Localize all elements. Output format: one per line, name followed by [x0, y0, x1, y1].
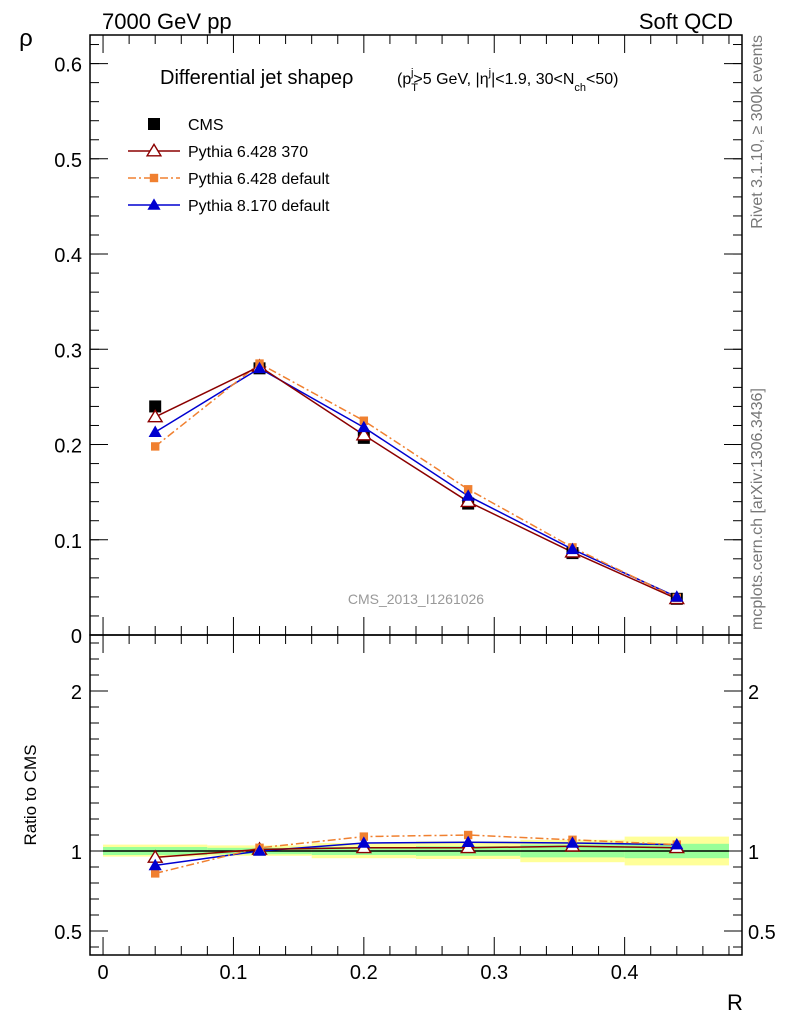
ratio-data-point: [463, 830, 473, 840]
ratio-y-tick-label-right: 1: [748, 842, 759, 864]
main-data-point: [460, 493, 477, 508]
legend-label: Pythia 6.428 default: [188, 171, 330, 188]
side-label-rivet: Rivet 3.1.10, ≥ 300k events: [749, 35, 766, 229]
ratio-data-point: [565, 836, 580, 848]
analysis-watermark: CMS_2013_I1261026: [348, 591, 484, 607]
main-data-point: [461, 489, 475, 501]
main-data-point: [149, 400, 162, 413]
ratio-ticks: 0.5 0.5 1 1 2 2 0 0.1 0.2 0.3 0.4: [54, 635, 776, 984]
ratio-series-line: [155, 845, 677, 859]
main-y-tick-label: 0.1: [54, 531, 82, 553]
ratio-y-axis-label: Ratio to CMS: [21, 744, 40, 845]
main-data-point: [359, 416, 369, 425]
ratio-y-tick-label-right: 2: [748, 682, 759, 704]
ratio-data-point: [357, 836, 371, 848]
x-tick-label: 0.3: [480, 962, 508, 984]
ratio-series-line: [155, 841, 677, 867]
chart-title-main: Differential jet shapeρ: [160, 67, 353, 89]
legend-marker: [149, 173, 159, 183]
main-panel: 0 0.1 0.2 0.3 0.4 0.5 0.6: [54, 34, 743, 648]
ratio-series: [147, 830, 685, 878]
ratio-uncertainty-bands: [103, 836, 729, 866]
main-data-point: [670, 590, 684, 602]
legend-label: CMS: [188, 117, 224, 134]
ratio-data-point: [670, 838, 684, 850]
x-axis-label: R: [727, 990, 743, 1015]
ratio-y-tick-label: 0.5: [54, 922, 82, 944]
x-tick-label: 0.1: [220, 962, 248, 984]
main-data-point: [357, 420, 371, 433]
main-y-tick-label: 0.2: [54, 436, 82, 458]
x-tick-label: 0: [97, 962, 108, 984]
legend-label: Pythia 6.428 370: [188, 144, 308, 161]
main-y-axis-label: ρ: [19, 25, 33, 52]
main-series: [147, 358, 685, 605]
main-y-tick-label: 0: [71, 626, 82, 648]
main-data-point: [148, 425, 162, 437]
chart-title: Differential jet shapeρ (pTj>5 GeV, |ηj|…: [160, 67, 618, 94]
ratio-data-point: [252, 844, 267, 856]
chart-title-conditions: (pTj>5 GeV, |ηj|<1.9, 30<Nch<50): [397, 67, 618, 94]
main-series-line: [154, 365, 678, 600]
header-right-label: Soft QCD: [639, 9, 733, 34]
ratio-data-point: [151, 869, 160, 878]
ratio-y-tick-label-right: 0.5: [748, 922, 776, 944]
ratio-y-tick-label: 1: [71, 842, 82, 864]
main-data-point: [252, 361, 267, 374]
ratio-panel: 0.5 0.5 1 1 2 2 0 0.1 0.2 0.3 0.4: [54, 634, 776, 984]
main-data-point: [151, 442, 160, 451]
main-data-point: [147, 408, 164, 423]
x-tick-label: 0.2: [350, 962, 378, 984]
side-label-mcplots: mcplots.cern.ch [arXiv:1306.3436]: [749, 388, 766, 630]
main-series-line: [154, 362, 678, 599]
legend-marker: [148, 118, 160, 130]
main-y-tick-label: 0.3: [54, 340, 82, 362]
ratio-data-point: [148, 858, 162, 871]
legend-marker: [145, 143, 163, 157]
ratio-data-point: [461, 835, 475, 847]
legend-label: Pythia 8.170 default: [188, 198, 330, 215]
legend-marker: [147, 198, 161, 210]
main-y-tick-label: 0.4: [54, 245, 82, 267]
ratio-series-line: [155, 834, 677, 875]
header-left-label: 7000 GeV pp: [102, 9, 232, 34]
ratio-y-tick-label: 2: [71, 682, 82, 704]
main-data-point: [463, 485, 473, 494]
x-tick-label: 0.4: [611, 962, 639, 984]
main-y-tick-label: 0.6: [54, 55, 82, 77]
ratio-frame: [89, 634, 743, 956]
main-data-point: [355, 427, 372, 441]
main-y-ticks: 0 0.1 0.2 0.3 0.4 0.5 0.6: [54, 35, 742, 648]
legend: CMS Pythia 6.428 370 Pythia 6.428 default P…: [128, 117, 330, 215]
main-data-point: [565, 542, 580, 555]
main-y-tick-label: 0.5: [54, 150, 82, 172]
main-series-line: [154, 367, 678, 598]
